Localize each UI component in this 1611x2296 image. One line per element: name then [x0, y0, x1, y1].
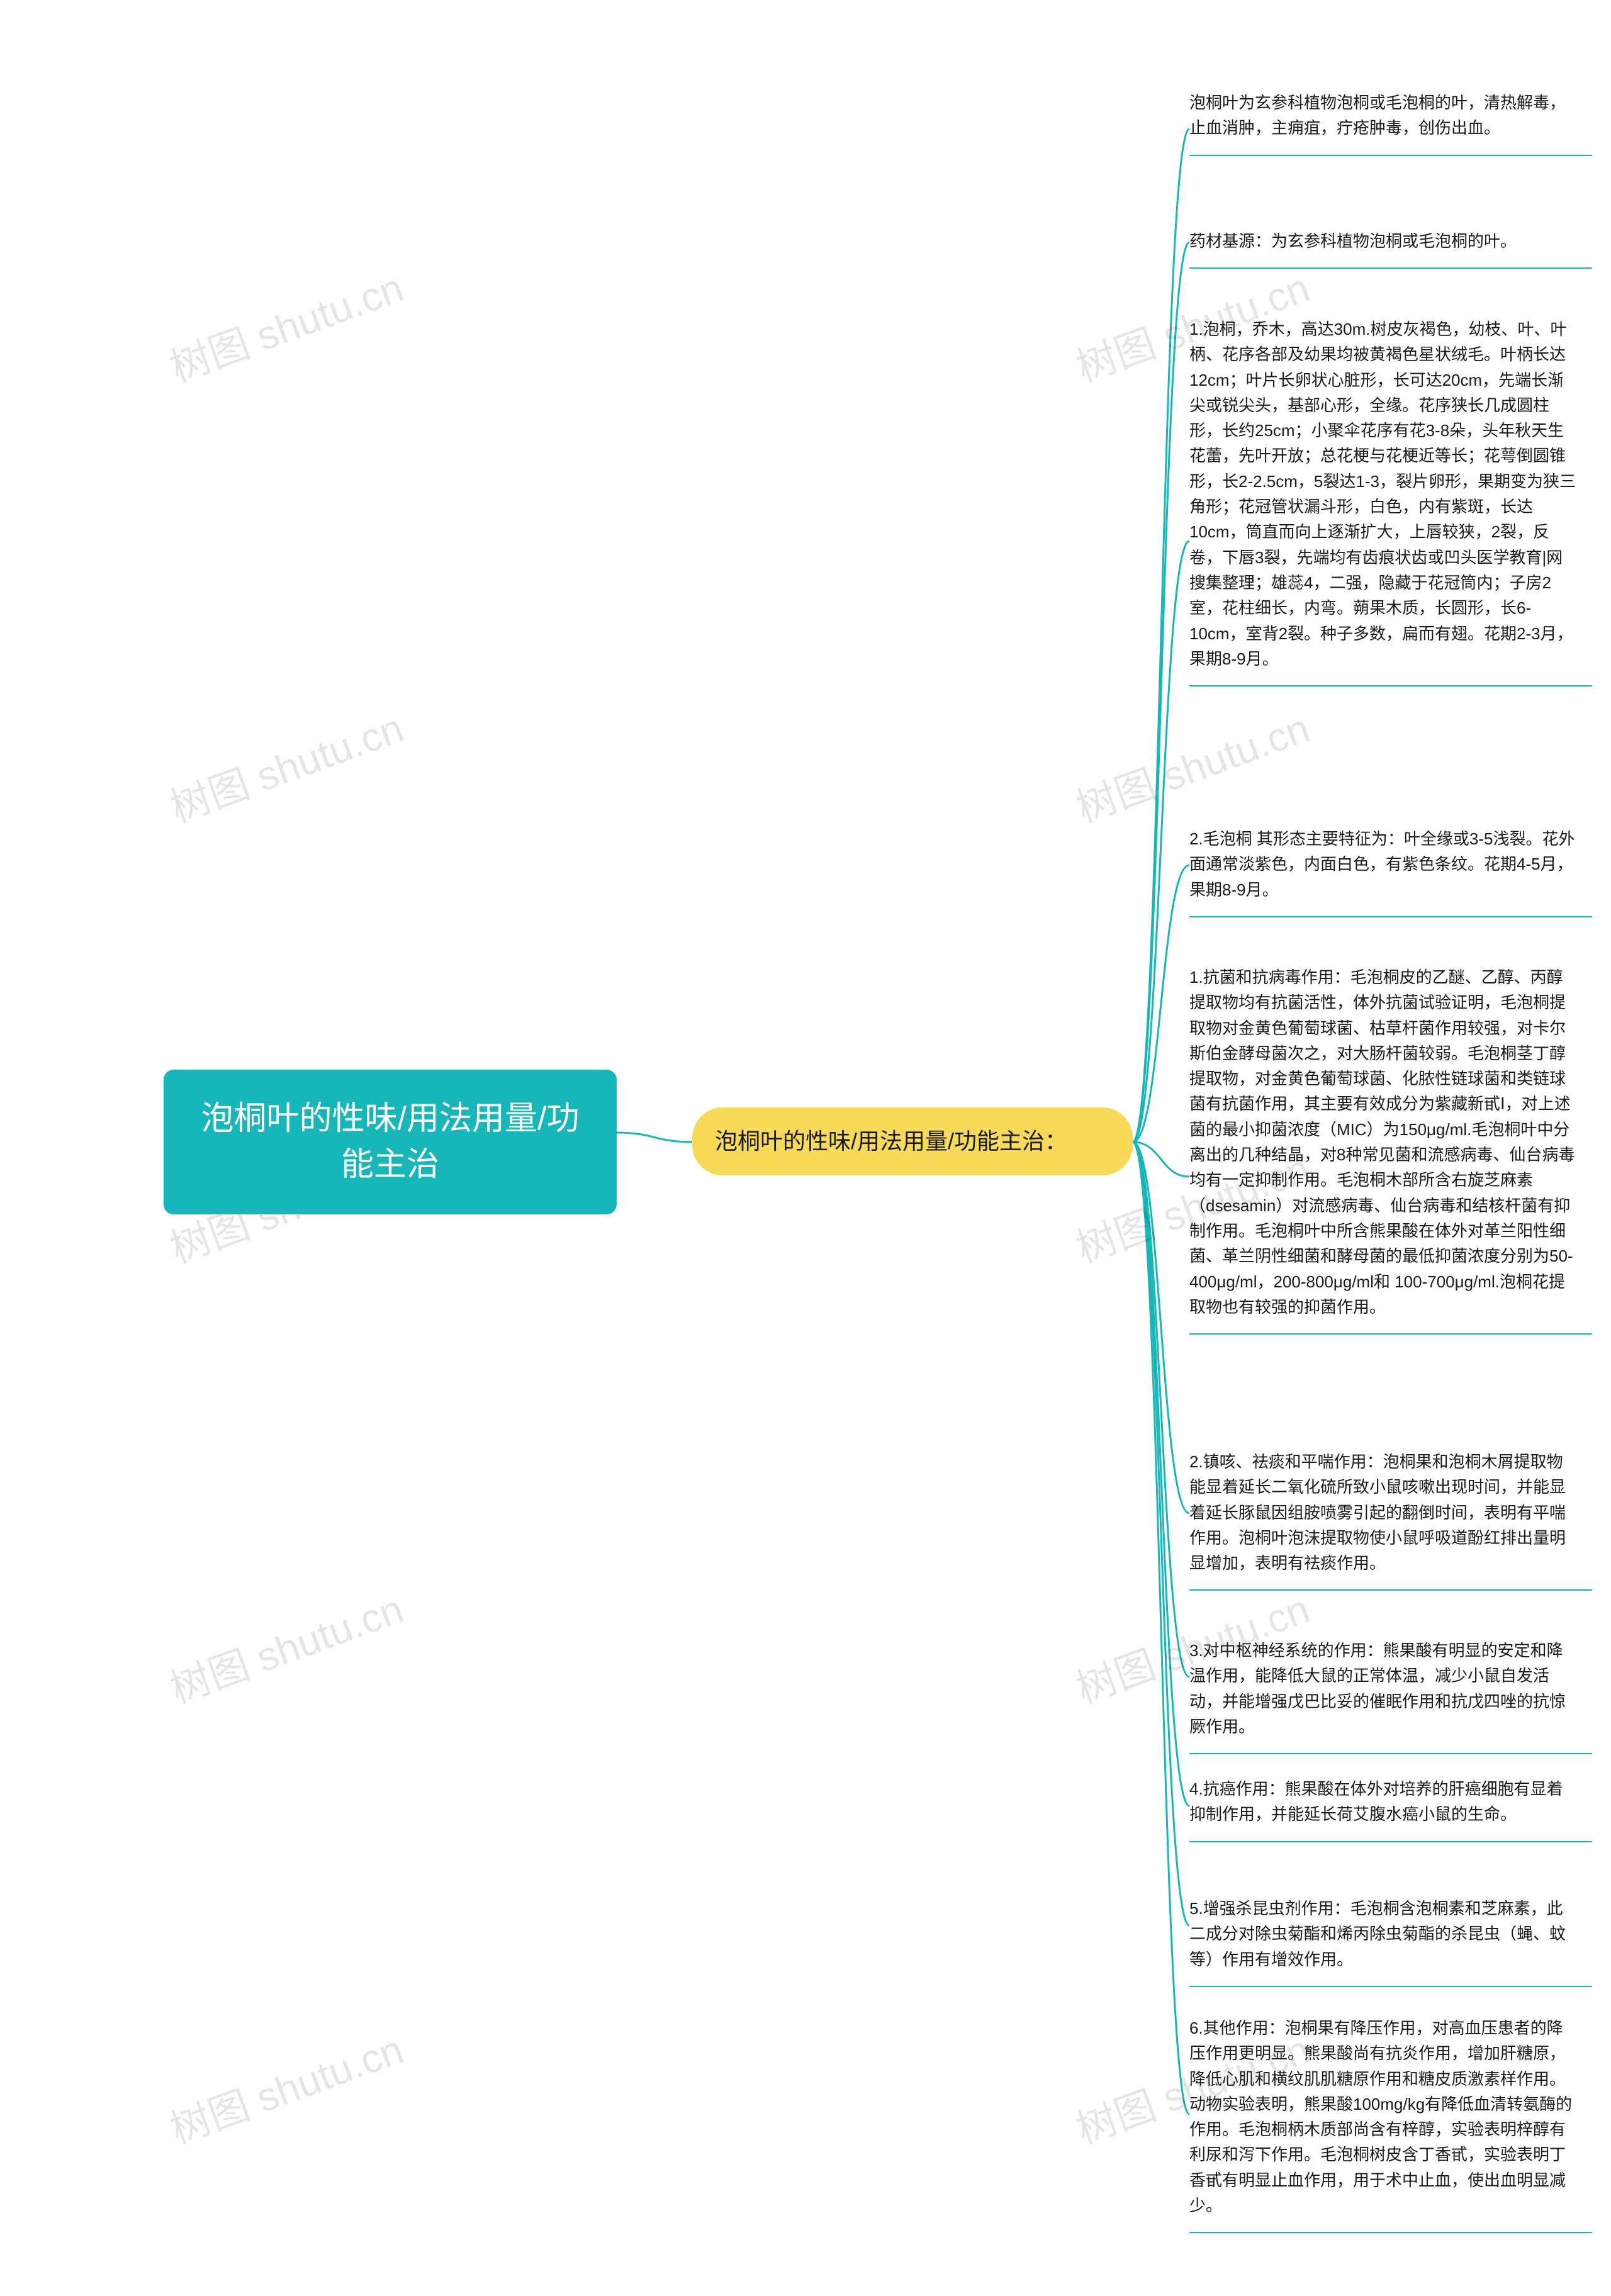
leaf-node: 5.增强杀昆虫剂作用：毛泡桐含泡桐素和芝麻素，此二成分对除虫菊酯和烯丙除虫菊酯的… [1189, 1881, 1592, 1987]
branch-node: 泡桐叶的性味/用法用量/功能主治： [692, 1107, 1133, 1175]
leaf-text: 药材基源：为玄参科植物泡桐或毛泡桐的叶。 [1189, 232, 1517, 250]
leaf-text: 4.抗癌作用：熊果酸在体外对培养的肝癌细胞有显着抑制作用，并能延长荷艾腹水癌小鼠… [1189, 1779, 1563, 1823]
branch-label: 泡桐叶的性味/用法用量/功能主治： [715, 1128, 1067, 1154]
watermark: 树图 shutu.cn [161, 2017, 410, 2155]
root-node: 泡桐叶的性味/用法用量/功能主治 [164, 1070, 617, 1214]
leaf-node: 2.毛泡桐 其形态主要特征为：叶全缘或3-5浅裂。花外面通常淡紫色，内面白色，有… [1189, 812, 1592, 917]
leaf-node: 1.泡桐，乔木，高达30m.树皮灰褐色，幼枝、叶、叶柄、花序各部及幼果均被黄褐色… [1189, 302, 1592, 686]
leaf-text: 1.泡桐，乔木，高达30m.树皮灰褐色，幼枝、叶、叶柄、花序各部及幼果均被黄褐色… [1189, 320, 1576, 668]
leaf-text: 2.毛泡桐 其形态主要特征为：叶全缘或3-5浅裂。花外面通常淡紫色，内面白色，有… [1189, 829, 1575, 899]
leaf-node: 6.其他作用：泡桐果有降压作用，对高血压患者的降压作用更明显。熊果酸尚有抗炎作用… [1189, 2001, 1592, 2233]
leaf-text: 1.抗菌和抗病毒作用：毛泡桐皮的乙醚、乙醇、丙醇提取物均有抗菌活性，体外抗菌试验… [1189, 968, 1575, 1316]
leaf-node: 药材基源：为玄参科植物泡桐或毛泡桐的叶。 [1189, 214, 1592, 269]
watermark: 树图 shutu.cn [161, 1577, 410, 1715]
leaf-text: 2.镇咳、祛痰和平喘作用：泡桐果和泡桐木屑提取物能显着延长二氧化硫所致小鼠咳嗽出… [1189, 1452, 1566, 1572]
canvas: 树图 shutu.cn 树图 shutu.cn 树图 shutu.cn 树图 shut… [0, 0, 1611, 2296]
leaf-node: 2.镇咳、祛痰和平喘作用：泡桐果和泡桐木屑提取物能显着延长二氧化硫所致小鼠咳嗽出… [1189, 1435, 1592, 1591]
leaf-text: 6.其他作用：泡桐果有降压作用，对高血压患者的降压作用更明显。熊果酸尚有抗炎作用… [1189, 2019, 1572, 2215]
root-label: 泡桐叶的性味/用法用量/功能主治 [201, 1100, 580, 1183]
watermark: 树图 shutu.cn [161, 255, 410, 393]
leaf-text: 5.增强杀昆虫剂作用：毛泡桐含泡桐素和芝麻素，此二成分对除虫菊酯和烯丙除虫菊酯的… [1189, 1899, 1566, 1969]
leaf-node: 1.抗菌和抗病毒作用：毛泡桐皮的乙醚、乙醇、丙醇提取物均有抗菌活性，体外抗菌试验… [1189, 950, 1592, 1335]
leaf-node: 4.抗癌作用：熊果酸在体外对培养的肝癌细胞有显着抑制作用，并能延长荷艾腹水癌小鼠… [1189, 1762, 1592, 1842]
watermark: 树图 shutu.cn [161, 696, 410, 834]
leaf-text: 3.对中枢神经系统的作用：熊果酸有明显的安定和降温作用，能降低大鼠的正常体温，减… [1189, 1641, 1566, 1736]
leaf-text: 泡桐叶为玄参科植物泡桐或毛泡桐的叶，清热解毒，止血消肿，主痈疽，疔疮肿毒，创伤出… [1189, 93, 1566, 137]
leaf-node: 泡桐叶为玄参科植物泡桐或毛泡桐的叶，清热解毒，止血消肿，主痈疽，疔疮肿毒，创伤出… [1189, 76, 1592, 156]
leaf-node: 3.对中枢神经系统的作用：熊果酸有明显的安定和降温作用，能降低大鼠的正常体温，减… [1189, 1623, 1592, 1754]
